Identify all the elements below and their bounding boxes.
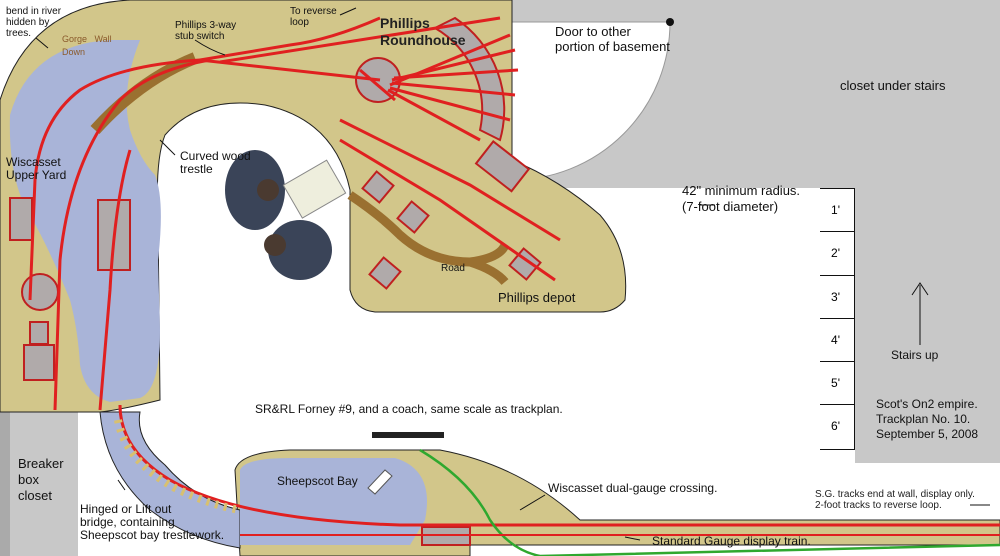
stairs-area — [855, 188, 1000, 463]
empire-label: Scot's On2 empire. Trackplan No. 10. Sep… — [876, 397, 979, 441]
wiscasset-upper-label: Wiscasset Upper Yard — [6, 155, 67, 182]
trestle-label: Curved wood trestle — [180, 149, 251, 176]
breaker-box-closet — [0, 412, 78, 556]
road-spur — [468, 257, 509, 286]
scale-ruler: 1' 2' 3' 4' 5' 6' — [820, 188, 855, 450]
narrow-gauge-tracks — [28, 16, 1000, 527]
ruler-mark: 3' — [820, 276, 854, 319]
ruler-mark: 6' — [831, 419, 840, 434]
door-swing — [511, 21, 671, 181]
door-hinge — [666, 18, 674, 26]
people-figures — [225, 150, 347, 280]
annotation-arrows — [35, 7, 990, 541]
radius-label: 42" minimum radius. (7-foot diameter) — [682, 183, 801, 214]
sheepscot-bay-water — [240, 458, 427, 545]
standard-gauge-track — [419, 448, 1000, 556]
road-label: Road — [441, 263, 465, 274]
gorge-wall-label: Gorge Wall Down — [62, 34, 112, 57]
sg-display-label: Standard Gauge display train. — [652, 534, 811, 548]
stairs-up-label: Stairs up — [891, 348, 939, 362]
depot-label: Phillips depot — [498, 290, 576, 305]
hinged-bridge-label: Hinged or Lift out bridge, containing Sh… — [80, 502, 225, 542]
breaker-strip — [0, 412, 10, 556]
ruler-mark: 1' — [820, 189, 854, 233]
forney-loco-icon — [372, 432, 444, 438]
bridge-trestle-ties — [114, 419, 241, 514]
bend-river-label: bend in river hidden by trees. — [6, 6, 62, 39]
closet-stairs-label: closet under stairs — [840, 78, 946, 93]
town-buildings — [361, 140, 542, 546]
boat-icon — [367, 469, 393, 495]
phillips-switch-label: Phillips 3-way stub switch — [175, 20, 237, 42]
sg-end-label: S.G. tracks end at wall, display only. 2… — [815, 489, 975, 511]
roundhouse-label: Phillips Roundhouse — [380, 15, 466, 48]
breaker-label: Breaker box closet — [18, 456, 64, 503]
ruler-mark: 4' — [820, 319, 854, 363]
door-label: Door to other portion of basement — [555, 24, 670, 54]
ruler-mark: 2' — [820, 232, 854, 276]
road-path — [347, 191, 510, 267]
dual-gauge-label: Wiscasset dual-gauge crossing. — [548, 481, 718, 495]
reverse-loop-label: To reverse loop — [290, 6, 337, 28]
ruler-mark: 5' — [820, 362, 854, 406]
sheepscot-bay-label: Sheepscot Bay — [277, 474, 358, 488]
forney-label: SR&RL Forney #9, and a coach, same scale… — [255, 402, 563, 416]
roundhouse-stalls — [432, 16, 506, 142]
